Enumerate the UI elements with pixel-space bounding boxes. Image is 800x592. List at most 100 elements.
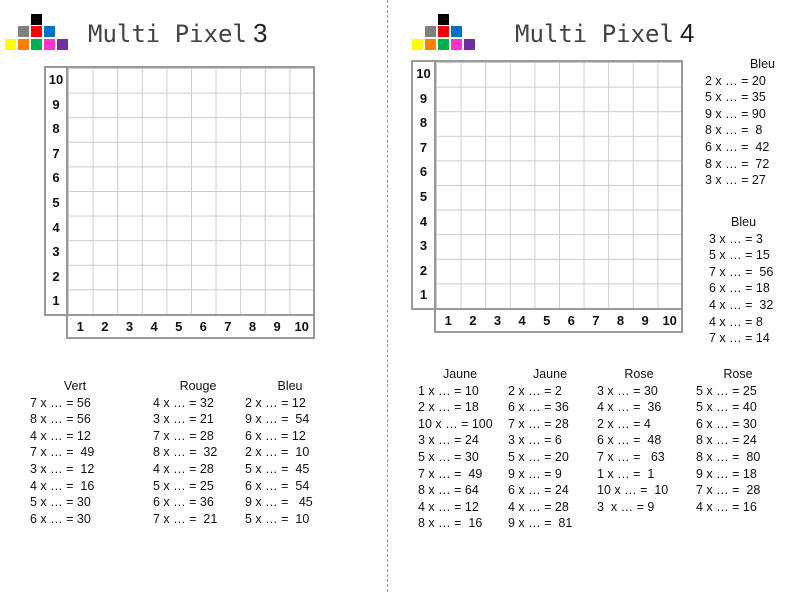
- equation: 3 x … = 24: [418, 433, 479, 448]
- x-label: 10: [662, 313, 677, 328]
- x-label: 3: [125, 319, 134, 334]
- color-heading: Rose: [723, 367, 753, 381]
- color-column: Bleu 2 x … = 20 5 x … = 35 9 x … = 90 8 x … …: [705, 56, 785, 189]
- color-heading: Bleu: [731, 215, 757, 229]
- logo-pixel-pink: [451, 39, 462, 50]
- logo-pixel-red: [31, 26, 42, 37]
- color-heading: Rose: [624, 367, 654, 381]
- equation: 4 x … = 16: [30, 478, 95, 493]
- logo-pixel-black: [31, 14, 42, 25]
- x-label: 8: [248, 319, 257, 334]
- equation: 1 x … = 10: [418, 383, 479, 398]
- logo-pixel-green: [31, 39, 42, 50]
- y-label: 2: [419, 262, 428, 278]
- logo-pixel-blue: [44, 26, 55, 37]
- equation: 5 x … = 25: [696, 383, 757, 398]
- y-label: 9: [52, 96, 60, 112]
- equation: 8 x … = 32: [153, 445, 218, 460]
- equation: 7 x … = 56: [30, 395, 91, 410]
- color-column: Rose 3 x … = 30 4 x … = 36 2 x … = 4 6 x … =…: [597, 366, 681, 515]
- equation: 2 x … = 10: [245, 445, 310, 460]
- y-label: 1: [52, 293, 60, 309]
- equation: 4 x … = 32: [709, 297, 774, 312]
- x-label: 4: [518, 313, 526, 328]
- equation: 7 x … = 21: [153, 511, 218, 526]
- color-heading: Rouge: [179, 379, 217, 393]
- grid-cells: [434, 60, 683, 310]
- sheet-title: Multi Pixel 3: [88, 18, 267, 49]
- logo-pixel-black: [438, 14, 449, 25]
- x-label: 5: [175, 319, 183, 334]
- y-label: 10: [48, 72, 64, 87]
- title-text: Multi Pixel: [88, 20, 247, 48]
- equation: 5 x … = 40: [696, 400, 757, 415]
- color-heading: Bleu: [277, 379, 303, 393]
- color-column: Rouge 4 x … = 32 3 x … = 21 7 x … = 28 8 x ……: [153, 378, 243, 527]
- equation: 9 x … = 9: [508, 466, 562, 481]
- logo-pixel-purple: [57, 39, 68, 50]
- logo-pixel-gray: [425, 26, 436, 37]
- color-column: Rose 5 x … = 25 5 x … = 40 6 x … = 30 8 x … …: [696, 366, 780, 515]
- equation: 4 x … = 16: [696, 499, 757, 514]
- equation: 1 x … = 1: [597, 466, 655, 481]
- x-label: 1: [76, 319, 84, 334]
- equation: 2 x … = 18: [418, 400, 479, 415]
- y-label: 5: [52, 195, 60, 210]
- logo-pixel-blue: [451, 26, 462, 37]
- equation: 2 x … = 20: [705, 73, 766, 88]
- y-label: 4: [419, 213, 428, 229]
- equation: 6 x … = 12: [245, 428, 306, 443]
- color-column: Bleu 3 x … = 3 5 x … = 15 7 x … = 56 6 x … =…: [709, 214, 789, 347]
- y-label: 5: [419, 189, 428, 204]
- x-label: 5: [543, 313, 551, 328]
- color-heading: Bleu: [749, 57, 775, 71]
- equation: 5 x … = 30: [418, 449, 479, 464]
- equation: 4 x … = 8: [709, 314, 763, 329]
- x-label: 7: [592, 313, 600, 328]
- title-text: Multi Pixel: [515, 20, 674, 48]
- equation: 3 x … = 30: [597, 383, 658, 398]
- equation: 3 x … = 3: [709, 231, 763, 246]
- equation: 6 x … = 30: [30, 511, 91, 526]
- equation: 9 x … = 45: [245, 495, 313, 510]
- equation: 3 x … = 12: [30, 461, 95, 476]
- equation: 7 x … = 14: [709, 331, 770, 346]
- equation: 3 x … = 9: [597, 499, 655, 514]
- equation: 8 x … = 72: [705, 156, 770, 171]
- y-label: 7: [52, 145, 60, 161]
- equation: 7 x … = 63: [597, 449, 665, 464]
- x-label: 6: [567, 313, 575, 328]
- color-heading: Jaune: [532, 367, 568, 381]
- equation: 8 x … = 8: [705, 123, 763, 138]
- equation: 2 x … = 2: [508, 383, 562, 398]
- title-number: 4: [679, 18, 695, 48]
- equation: 3 x … = 6: [508, 433, 562, 448]
- equation: 7 x … = 49: [30, 445, 95, 460]
- equation: 5 x … = 20: [508, 449, 569, 464]
- x-label: 7: [224, 319, 232, 334]
- x-label: 10: [294, 319, 309, 334]
- equation: 4 x … = 36: [597, 400, 662, 415]
- color-column: Bleu 2 x … = 12 9 x … = 54 6 x … = 12 2 x … …: [245, 378, 335, 527]
- equation: 10 x … = 100: [418, 416, 493, 431]
- equation: 7 x … = 28: [508, 416, 569, 431]
- color-heading: Vert: [63, 379, 87, 393]
- equation: 9 x … = 18: [696, 466, 757, 481]
- y-label: 3: [419, 238, 428, 254]
- y-label: 3: [52, 244, 60, 260]
- equation: 7 x … = 49: [418, 466, 483, 481]
- equation: 4 x … = 12: [30, 428, 91, 443]
- color-column: Vert 7 x … = 56 8 x … = 56 4 x … = 12 7 x … …: [30, 378, 120, 527]
- equation: 10 x … = 10: [597, 483, 669, 498]
- logo-pixel-orange: [425, 39, 436, 50]
- logo-pixel-green: [438, 39, 449, 50]
- equation: 6 x … = 42: [705, 139, 770, 154]
- x-label: 3: [493, 313, 502, 328]
- equation: 6 x … = 30: [696, 416, 757, 431]
- equation: 6 x … = 54: [245, 478, 310, 493]
- y-label: 8: [419, 115, 428, 131]
- sheet-title: Multi Pixel 4: [515, 18, 694, 49]
- x-label: 9: [273, 319, 281, 334]
- equation: 9 x … = 54: [245, 412, 310, 427]
- x-axis-labels: 1 2 3 4 5 6 7 8 9 10: [66, 314, 315, 339]
